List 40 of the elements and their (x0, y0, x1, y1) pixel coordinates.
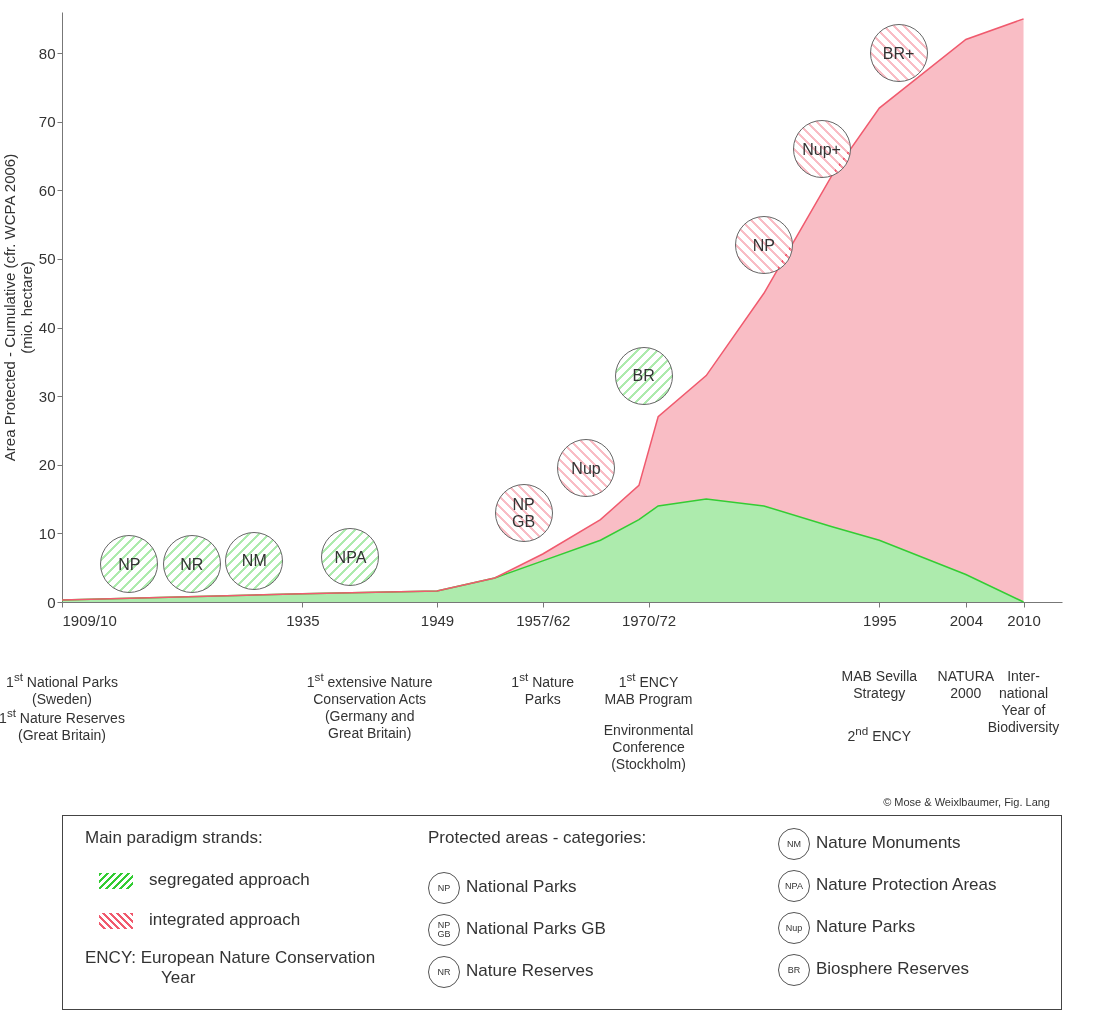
x-tick-label: 1957/62 (516, 611, 571, 629)
text: 1$^{st}$ extensive Nature Conservation Acts (Germany and Great Britain) (306, 669, 433, 742)
x-tick-label: 2004 (949, 611, 984, 629)
y-tick-label: 60 (38, 181, 56, 199)
text: © Mose & Weixlbaumer, Fig. Lang (883, 796, 1050, 808)
text: National Parks (466, 877, 577, 897)
y-tick-label: 20 (38, 456, 56, 474)
text: Environmental Conference (Stockholm) (603, 722, 694, 773)
x-tick-label: 1909/10 (62, 611, 117, 629)
y-tick-label: 10 (38, 524, 56, 542)
text: 2$^{nd}$ ENCY (847, 723, 912, 745)
text: Nature Protection Areas (816, 875, 997, 895)
x-tick-label: 1935 (286, 611, 320, 629)
y-tick-label: 30 (38, 387, 56, 405)
text: Nature Monuments (816, 833, 961, 853)
text: Protected areas - categories: (428, 828, 647, 848)
x-tick-label: 1949 (420, 611, 455, 629)
y-tick-label: 70 (38, 113, 56, 131)
legend-label: segregated approach (148, 870, 310, 890)
x-tick-label: 1995 (863, 611, 897, 629)
y-tick-label: 80 (38, 44, 56, 62)
text: 1$^{st}$ National Parks (Sweden) (6, 669, 118, 708)
legend-title: Main paradigm strands: (85, 828, 263, 848)
x-tick-label: 1970/72 (621, 611, 677, 629)
text: National Parks GB (466, 919, 606, 939)
text: ENCY: European Nature Conservation Year (85, 948, 377, 988)
y-tick-label: 0 (47, 593, 56, 611)
text: 1$^{st}$ ENCY MAB Program (604, 669, 693, 708)
text: MAB Sevilla Strategy (841, 668, 918, 702)
legend-label: integrated approach (148, 910, 301, 930)
y-tick-label: 50 (38, 250, 56, 268)
text: 1$^{st}$ Nature Reserves (Great Britain) (0, 706, 125, 743)
text: Biosphere Reserves (816, 959, 970, 979)
x-tick-label: 2010 (1007, 611, 1041, 629)
y-tick-label: 40 (38, 319, 56, 337)
text: 1$^{st}$ Nature Parks (511, 669, 575, 708)
y-axis-title: Area Protected - Cumulative (cfr. WCPA 2006) (mio. hectare) (0, 153, 35, 462)
text: NATURA 2000 (937, 668, 995, 702)
text: Nature Parks (816, 917, 916, 937)
text: Nature Reserves (466, 961, 594, 981)
